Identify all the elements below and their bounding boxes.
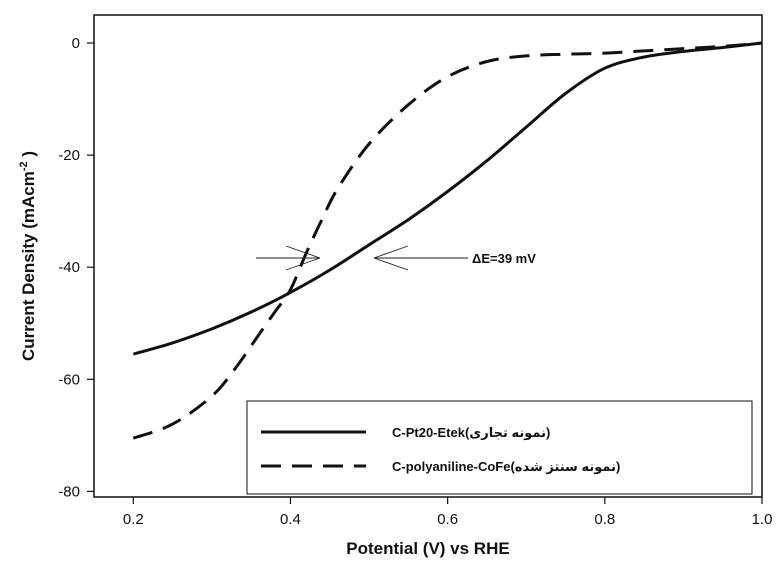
legend-box: [246, 400, 753, 495]
y-axis-title: Current Density (mAcm-2 ): [18, 151, 38, 361]
legend: C-Pt20-Etek(نمونه تجاری) C-polyaniline-C…: [246, 400, 753, 495]
y-axis-title-sup: -2: [18, 161, 30, 171]
x-tick-label: 1.0: [752, 511, 773, 528]
x-axis-title: Potential (V) vs RHE: [346, 539, 509, 558]
x-tick-label: 0.2: [123, 511, 144, 528]
y-axis-title-end: ): [19, 151, 38, 161]
y-tick-label: -60: [58, 371, 80, 388]
x-tick-label: 0.4: [280, 511, 301, 528]
y-tick-label: -20: [58, 147, 80, 164]
y-tick-label: 0: [72, 35, 80, 52]
series-line-2: [132, 41, 763, 440]
legend-label-series-1: C-Pt20-Etek(نمونه تجاری): [392, 425, 550, 440]
y-tick-label: -40: [58, 259, 80, 276]
legend-label-series-2: C-polyaniline-CoFe(نمونه سنتز شده): [392, 459, 620, 474]
delta-e-annotation: ΔE=39 mV: [472, 251, 536, 266]
annotation-arrows: [256, 245, 468, 271]
x-tick-label: 0.8: [594, 511, 615, 528]
axis-ticks: 0.2 0.4 0.6 0.8 1.0 0 -20 -40 -60 -80: [58, 35, 772, 528]
y-axis-title-main: Current Density (mAcm: [19, 171, 38, 361]
series-line-1: [132, 41, 763, 356]
y-tick-label: -80: [58, 483, 80, 500]
x-tick-label: 0.6: [437, 511, 458, 528]
series-group: [132, 41, 763, 440]
plot-frame: [93, 14, 763, 498]
